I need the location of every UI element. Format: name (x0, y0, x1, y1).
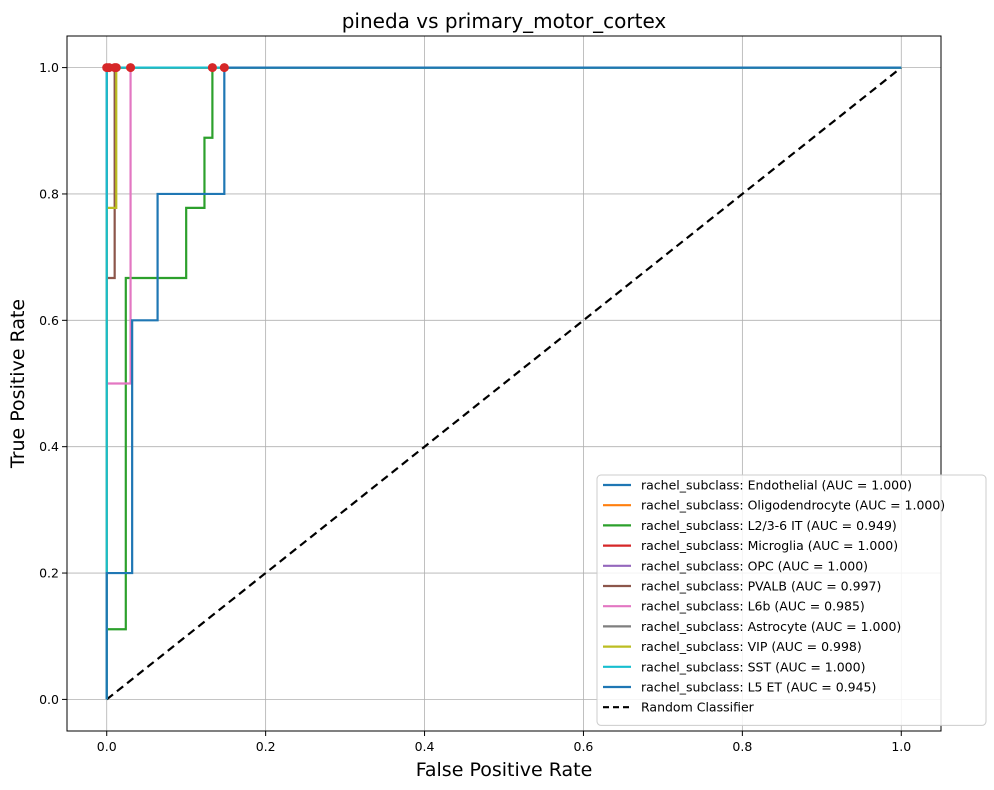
y-axis-ticks: 0.0 0.2 0.4 0.6 0.8 1.0 (39, 60, 67, 707)
chart-title: pineda vs primary_motor_cortex (342, 9, 667, 33)
legend-entry-11: Random Classifier (641, 700, 755, 715)
x-axis-ticks: 0.0 0.2 0.4 0.6 0.8 1.0 (97, 731, 911, 754)
x-tick-label: 0.0 (97, 739, 117, 754)
legend: rachel_subclass: Endothelial (AUC = 1.00… (596, 474, 987, 726)
plot-area (102, 63, 902, 701)
threshold-marker (111, 63, 121, 73)
x-tick-label: 0.8 (732, 739, 752, 754)
y-tick-label: 1.0 (39, 60, 59, 75)
legend-entry-0: rachel_subclass: Endothelial (AUC = 1.00… (641, 478, 912, 493)
legend-entry-8: rachel_subclass: VIP (AUC = 0.998) (641, 639, 862, 654)
y-tick-label: 0.6 (39, 313, 59, 328)
x-tick-label: 0.6 (574, 739, 594, 754)
x-tick-label: 0.2 (256, 739, 276, 754)
y-tick-label: 0.0 (39, 692, 59, 707)
random-classifier-line (106, 66, 902, 701)
series-line-10 (105, 66, 902, 700)
legend-entry-9: rachel_subclass: SST (AUC = 1.000) (641, 659, 865, 674)
x-tick-label: 0.4 (415, 739, 435, 754)
y-axis-label: True Positive Rate (7, 299, 29, 469)
y-tick-label: 0.2 (39, 566, 59, 581)
plot-frame (66, 35, 942, 732)
legend-box (596, 474, 987, 726)
legend-entry-1: rachel_subclass: Oligodendrocyte (AUC = … (641, 498, 945, 513)
y-tick-label: 0.8 (39, 186, 59, 201)
series-line-2 (105, 66, 902, 700)
legend-entry-3: rachel_subclass: Microglia (AUC = 1.000) (641, 538, 898, 553)
threshold-marker (219, 63, 229, 73)
legend-entry-7: rachel_subclass: Astrocyte (AUC = 1.000) (641, 619, 901, 634)
threshold-marker (207, 63, 217, 73)
threshold-marker (126, 63, 136, 73)
legend-entry-6: rachel_subclass: L6b (AUC = 0.985) (641, 599, 865, 614)
legend-entry-2: rachel_subclass: L2/3-6 IT (AUC = 0.949) (641, 518, 897, 533)
legend-entry-10: rachel_subclass: L5 ET (AUC = 0.945) (641, 680, 876, 695)
legend-entry-4: rachel_subclass: OPC (AUC = 1.000) (641, 558, 868, 573)
x-axis-label: False Positive Rate (416, 759, 593, 781)
y-tick-label: 0.4 (39, 439, 59, 454)
x-tick-label: 1.0 (891, 739, 911, 754)
legend-entry-5: rachel_subclass: PVALB (AUC = 0.997) (641, 579, 881, 594)
